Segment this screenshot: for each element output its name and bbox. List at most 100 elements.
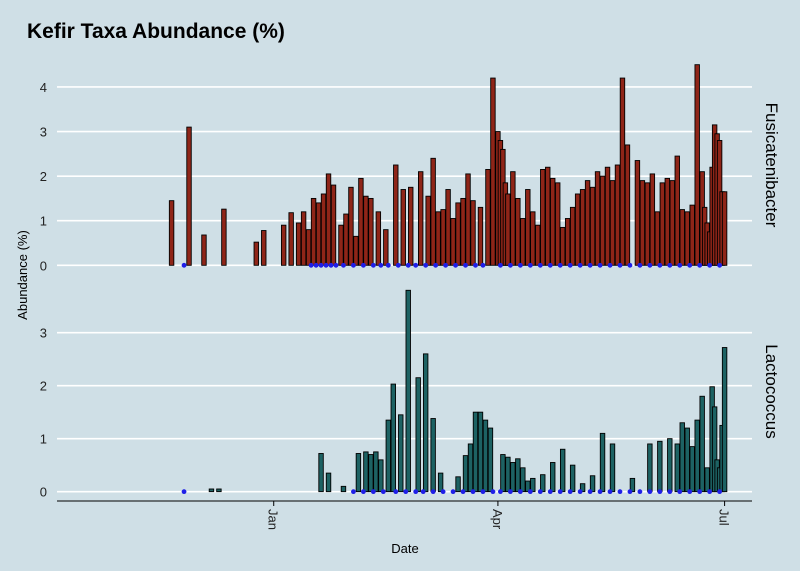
y-tick-label: 3	[40, 125, 47, 140]
zero-marker	[637, 489, 643, 495]
zero-marker	[707, 262, 713, 268]
bar	[330, 184, 337, 266]
zero-marker	[413, 489, 419, 495]
bar	[261, 230, 267, 266]
zero-marker	[647, 262, 653, 268]
bar	[634, 160, 641, 266]
bar	[363, 451, 369, 493]
zero-marker	[181, 489, 187, 495]
bar	[338, 224, 344, 266]
zero-marker	[517, 489, 523, 495]
zero-marker	[480, 489, 486, 495]
zero-marker	[627, 262, 633, 268]
bar	[689, 204, 695, 266]
bar	[378, 459, 384, 493]
bar	[310, 197, 317, 266]
bar	[559, 226, 566, 266]
zero-marker	[527, 262, 533, 268]
bar	[305, 229, 312, 266]
bar	[318, 453, 324, 493]
bar	[629, 477, 636, 493]
bar	[363, 195, 369, 266]
bar	[649, 173, 656, 266]
bar	[405, 289, 411, 493]
bar	[168, 200, 175, 266]
bar	[477, 411, 484, 493]
bar	[460, 197, 466, 266]
zero-marker	[380, 489, 386, 495]
bar	[435, 211, 441, 266]
bar	[462, 455, 469, 493]
bar	[564, 218, 571, 266]
bar	[295, 222, 302, 266]
bar	[515, 197, 521, 266]
bar	[425, 195, 431, 266]
zero-marker	[537, 262, 543, 268]
zero-marker	[370, 489, 376, 495]
y-tick-label: 4	[40, 80, 47, 95]
x-tick-label: Jan	[266, 509, 281, 530]
bar	[545, 166, 551, 266]
bar	[684, 427, 690, 493]
panel-strip-label: Fusicatenibacter	[762, 103, 781, 228]
bar	[520, 218, 526, 266]
y-tick-label: 1	[40, 214, 47, 229]
panel-lactococcus: 0 1 2 3 Lactococcus	[40, 289, 781, 500]
zero-marker	[351, 489, 356, 495]
panel-fusicatenibacter: 0 1 2 3 4 Fusicatenibacter	[40, 64, 781, 273]
zero-marker	[647, 489, 653, 495]
bar	[540, 474, 546, 493]
bar	[689, 446, 695, 493]
bar	[694, 419, 700, 493]
zero-marker	[313, 262, 319, 268]
bar	[470, 200, 476, 266]
bar	[535, 224, 541, 266]
bar	[455, 202, 461, 266]
bar	[510, 462, 516, 493]
bar	[500, 454, 506, 493]
bar	[614, 164, 621, 266]
bar	[482, 419, 489, 493]
bar	[559, 448, 566, 493]
zero-marker	[403, 489, 409, 495]
bar	[669, 180, 675, 266]
bar	[408, 186, 414, 266]
bar	[674, 155, 680, 266]
bar	[644, 182, 651, 266]
bar	[579, 483, 586, 493]
zero-marker	[360, 262, 366, 268]
zero-marker	[393, 489, 399, 495]
y-tick-label: 2	[40, 379, 47, 394]
bar	[674, 443, 680, 493]
zero-marker	[657, 262, 663, 268]
bar	[589, 186, 596, 266]
zero-marker	[360, 489, 366, 495]
zero-marker	[607, 262, 613, 268]
zero-marker	[677, 489, 683, 495]
bar	[599, 175, 606, 266]
bar	[437, 472, 444, 493]
zero-marker	[587, 489, 593, 495]
bar	[368, 454, 374, 493]
bar	[505, 193, 511, 266]
y-tick-label: 0	[40, 485, 47, 500]
bar	[609, 443, 616, 493]
bar	[550, 462, 556, 493]
zero-marker	[420, 489, 426, 495]
bar	[325, 472, 332, 493]
bar	[390, 383, 396, 493]
bar	[472, 411, 479, 493]
bar	[574, 193, 581, 266]
bar	[525, 480, 531, 493]
bar	[599, 432, 606, 493]
zero-marker	[453, 262, 458, 268]
bar	[647, 443, 653, 493]
bar	[487, 427, 494, 493]
bar	[430, 157, 436, 266]
bar	[579, 189, 586, 266]
bar	[467, 443, 474, 493]
zero-marker	[547, 262, 553, 268]
zero-marker	[697, 489, 703, 495]
zero-marker	[507, 489, 513, 495]
